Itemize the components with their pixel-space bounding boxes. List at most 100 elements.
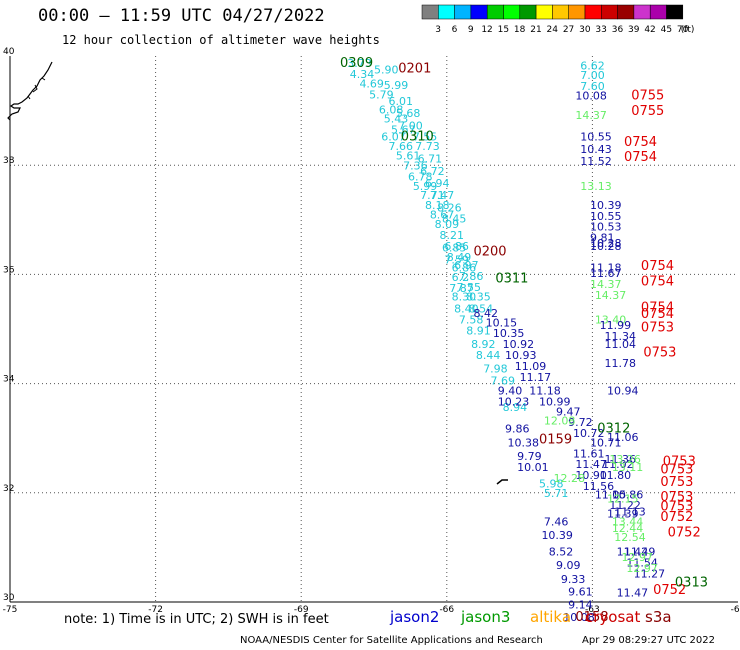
- wave-value-cyan: 7.73: [415, 140, 440, 153]
- wave-value-cyan: 8.45: [442, 213, 467, 226]
- color-scale-swatch: [470, 4, 488, 20]
- color-scale-tick: 9: [468, 25, 474, 35]
- wave-value-cyan: 7.58: [459, 314, 484, 327]
- legend-s3a: s3a: [645, 608, 672, 626]
- wave-value-cyan: 5.61: [396, 150, 421, 163]
- wave-value-green: 10.28: [590, 240, 622, 253]
- cryosat-time-label: 0753: [660, 463, 693, 478]
- wave-value-green: 13.44: [612, 516, 644, 529]
- wave-value-cyan: 7.59: [444, 253, 469, 266]
- wave-value-blue: 9.86: [505, 423, 530, 436]
- wave-value-blue: 10.86: [612, 488, 644, 501]
- wave-value-cyan: 6.01: [389, 95, 414, 108]
- wave-value-blue: 9.33: [561, 573, 586, 586]
- wave-value-green: 10.94: [607, 385, 639, 398]
- wave-value-cyan: 7.71: [420, 189, 445, 202]
- page-title: 00:00 — 11:59 UTC 04/27/2022: [38, 6, 325, 26]
- wave-value-green: 13.26: [609, 453, 641, 466]
- wave-value-blue: 9.09: [556, 559, 581, 572]
- color-scale-swatch: [486, 4, 504, 20]
- pass-time-label: 0311: [495, 272, 528, 287]
- wave-value-blue: 11.05: [595, 488, 627, 501]
- wave-value-green: 10.08: [575, 90, 607, 103]
- wave-value-green: 9.81: [590, 232, 615, 245]
- pass-time-label: 0158: [575, 610, 608, 625]
- wave-value-blue: 10.99: [539, 395, 571, 408]
- wave-value-blue: 9.72: [568, 416, 593, 429]
- wave-value-blue: 9.79: [517, 450, 542, 463]
- wave-value-cyan: 7.69: [490, 375, 514, 388]
- color-scale-tick: 3: [435, 25, 441, 35]
- wave-value-cyan: 4.34: [350, 68, 375, 81]
- wave-value-green: 10.43: [580, 143, 612, 156]
- wave-value-green: 11.34: [605, 330, 637, 343]
- wave-value-green: 10.55: [590, 210, 622, 223]
- position-marker: [496, 479, 508, 485]
- wave-value-cyan: 5.71: [544, 487, 569, 500]
- wave-value-cyan: 6.94: [425, 177, 450, 190]
- wave-value-cyan: 7.66: [389, 140, 414, 153]
- wave-value-green: 7.60: [580, 80, 605, 93]
- page-subtitle: 12 hour collection of altimeter wave hei…: [62, 33, 380, 47]
- cryosat-time-label: 0753: [660, 490, 693, 505]
- wave-value-blue: 10.01: [517, 461, 549, 474]
- wave-value-green: 10.55: [580, 131, 612, 144]
- wave-value-blue: 10.93: [505, 349, 537, 362]
- wave-value-green: 13.11: [612, 461, 644, 474]
- wave-value-blue: 9.61: [568, 585, 593, 598]
- wave-value-blue: 9.47: [556, 405, 581, 418]
- cryosat-time-label: 0754: [641, 259, 674, 274]
- wave-value-cyan: 6.97: [454, 259, 479, 272]
- wave-value-green: 13.13: [580, 180, 612, 193]
- wave-value-blue: 10.38: [507, 436, 539, 449]
- credit-text: NOAA/NESDIS Center for Satellite Applica…: [240, 635, 543, 646]
- wave-value-green: 11.06: [607, 431, 639, 444]
- lon-tick-label: -75: [3, 605, 18, 615]
- wave-value-cyan: 4.69: [359, 78, 384, 91]
- wave-value-cyan: 8.54: [469, 303, 494, 316]
- legend-altika: altika: [530, 608, 572, 626]
- legend-jason3: jason3: [461, 608, 511, 626]
- wave-value-cyan: 8.40: [454, 303, 479, 316]
- lon-tick-label: -69: [294, 605, 309, 615]
- lon-tick-label: -72: [148, 605, 163, 615]
- color-scale-swatch: [568, 4, 586, 20]
- wave-value-cyan: 5.99: [413, 180, 438, 193]
- wave-value-cyan: 3.73: [347, 57, 372, 70]
- wave-value-blue: 11.47: [617, 587, 649, 600]
- wave-value-cyan: 5.43: [384, 113, 409, 126]
- wave-value-cyan: 8.49: [447, 251, 472, 264]
- wave-value-cyan: 5.68: [396, 107, 421, 120]
- wave-value-blue: 11.17: [520, 371, 552, 384]
- wave-value-green: 6.62: [580, 60, 605, 73]
- color-scale-swatch: [584, 4, 602, 20]
- color-scale-tick: 39: [628, 25, 640, 35]
- cryosat-time-label: 0754: [624, 150, 657, 165]
- color-scale-swatch: [552, 4, 569, 20]
- wave-value-green: 7.00: [580, 69, 605, 82]
- wave-value-blue: 11.18: [529, 385, 561, 398]
- color-scale-swatch: [617, 4, 635, 20]
- color-scale-swatch: [454, 4, 472, 20]
- credit-date: Apr 29 08:29:27 UTC 2022: [582, 635, 715, 646]
- wave-value-cyan: 8.30: [452, 291, 477, 304]
- wave-value-blue: 8.42: [473, 307, 498, 320]
- cryosat-time-label: 0755: [631, 89, 664, 104]
- color-scale-tick: 15: [498, 25, 509, 35]
- wave-value-blue: 10.15: [486, 316, 518, 329]
- wave-value-blue: 11.02: [602, 458, 634, 471]
- wave-value-cyan: 8.18: [425, 199, 450, 212]
- wave-value-cyan: 5.79: [369, 89, 394, 102]
- wave-value-cyan: 8.91: [466, 324, 491, 337]
- color-scale-tick: 12: [481, 25, 492, 35]
- wave-value-green: 11.67: [590, 267, 622, 280]
- pass-time-label: 0200: [473, 244, 506, 259]
- cryosat-time-label: 0753: [660, 475, 693, 490]
- wave-value-blue: 10.71: [590, 436, 622, 449]
- lat-tick-label: 30: [3, 593, 15, 603]
- wave-value-blue: 10.23: [498, 395, 530, 408]
- wave-value-cyan: 6.86: [452, 262, 477, 275]
- wave-value-blue: 11.54: [626, 557, 658, 570]
- wave-value-cyan: 7.00: [398, 120, 423, 133]
- lon-tick-label: -63: [585, 605, 600, 615]
